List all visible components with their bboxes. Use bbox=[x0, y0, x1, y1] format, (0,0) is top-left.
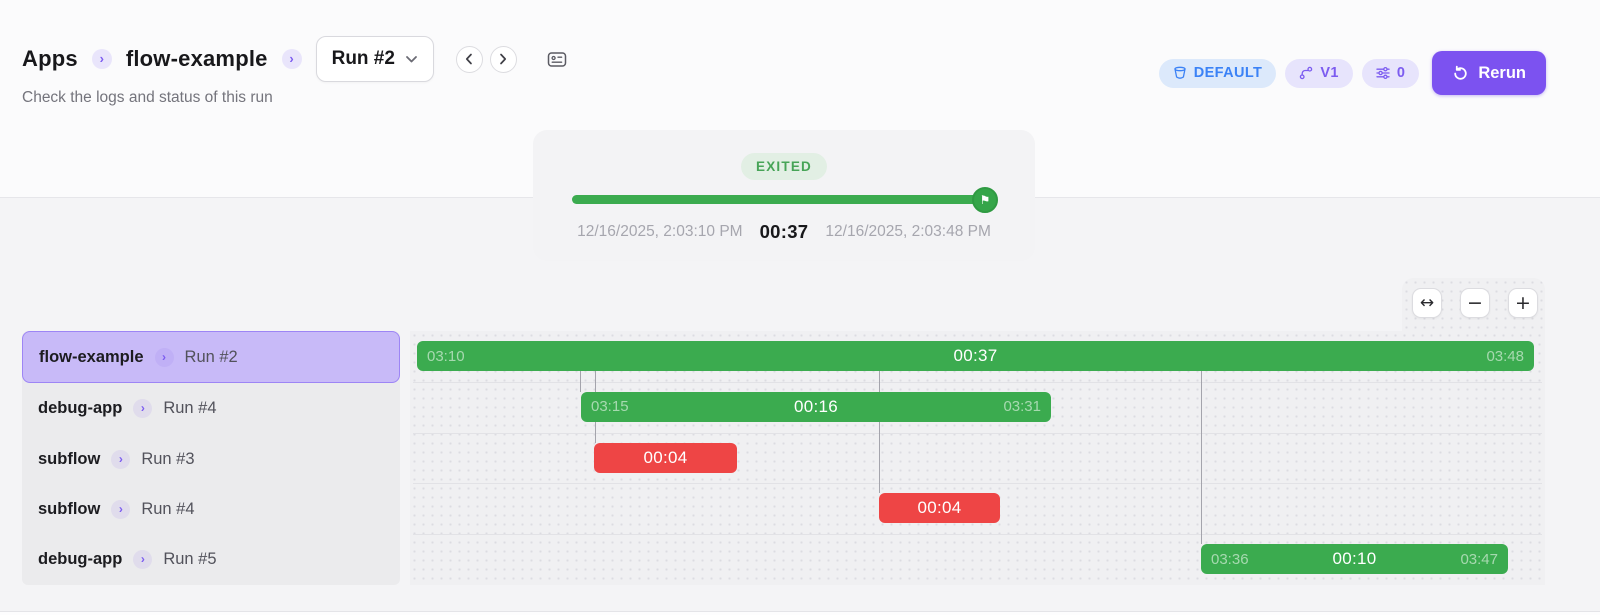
chevron-down-icon bbox=[405, 55, 418, 64]
run-number-label: Run #5 bbox=[163, 550, 217, 569]
run-number-label: Run #2 bbox=[184, 347, 238, 366]
run-times: 12/16/2025, 2:03:10 PM 00:37 12/16/2025,… bbox=[533, 221, 1035, 243]
run-number-label: Run #4 bbox=[141, 499, 195, 518]
timeline-fit-width-button[interactable]: ↔ bbox=[1412, 288, 1442, 318]
run-status-card: EXITED ⚑ 12/16/2025, 2:03:10 PM 00:37 12… bbox=[533, 130, 1035, 261]
timeline-bar[interactable]: 03:15 00:16 03:31 bbox=[581, 391, 1051, 422]
chevron-right-icon: › bbox=[281, 49, 302, 69]
page-subtitle: Check the logs and status of this run bbox=[22, 89, 273, 106]
timeline-zoom-out-button[interactable]: − bbox=[1460, 288, 1490, 318]
runs-list-item[interactable]: debug-app › Run #4 bbox=[22, 383, 400, 433]
rerun-button-label: Rerun bbox=[1478, 63, 1526, 82]
timeline-bar[interactable]: 03:10 00:37 03:48 bbox=[417, 341, 1534, 371]
timeline-row-separator bbox=[413, 381, 1542, 383]
chevron-right-icon: › bbox=[111, 449, 131, 469]
timeline-connector-line bbox=[879, 371, 880, 494]
runs-list-panel: flow-example › Run #2 debug-app › Run #4 subfl… bbox=[22, 331, 400, 585]
run-nav bbox=[455, 45, 517, 73]
runs-list-item[interactable]: subflow › Run #4 bbox=[22, 484, 400, 534]
runs-list-item[interactable]: debug-app › Run #5 bbox=[22, 535, 400, 585]
run-status-badge: EXITED bbox=[741, 153, 827, 180]
chevron-right-icon: › bbox=[91, 49, 112, 69]
chevron-right-icon: › bbox=[133, 399, 153, 419]
next-run-button[interactable] bbox=[489, 45, 517, 73]
bar-duration-label: 00:10 bbox=[1332, 549, 1377, 569]
sliders-icon bbox=[1376, 66, 1390, 80]
finish-flag-icon: ⚑ bbox=[972, 187, 998, 213]
version-badge[interactable]: V1 bbox=[1285, 58, 1353, 88]
run-number-label: Run #3 bbox=[141, 449, 195, 468]
run-app-name: subflow bbox=[38, 499, 101, 518]
timeline-bar[interactable]: 00:04 bbox=[594, 442, 737, 473]
bar-duration-label: 00:16 bbox=[793, 396, 839, 416]
runs-list-item[interactable]: flow-example › Run #2 bbox=[22, 331, 400, 384]
bar-end-label: 03:47 bbox=[1460, 550, 1498, 568]
default-badge-label: DEFAULT bbox=[1193, 65, 1263, 81]
inputs-count-badge[interactable]: 0 bbox=[1361, 58, 1420, 88]
timeline-zoom-in-button[interactable]: + bbox=[1508, 288, 1538, 318]
previous-run-button[interactable] bbox=[455, 45, 483, 73]
run-start-time: 12/16/2025, 2:03:10 PM bbox=[577, 223, 743, 240]
bar-end-label: 03:48 bbox=[1486, 347, 1524, 365]
bar-end-label: 03:31 bbox=[1003, 398, 1041, 416]
bucket-icon bbox=[1173, 66, 1187, 80]
run-progress-bar: ⚑ bbox=[572, 187, 998, 213]
timeline-connector-line bbox=[580, 371, 581, 392]
run-details-button[interactable] bbox=[547, 51, 567, 68]
run-duration: 00:37 bbox=[759, 221, 809, 242]
workspace-default-badge[interactable]: DEFAULT bbox=[1158, 58, 1277, 88]
progress-track bbox=[572, 195, 984, 204]
chevron-right-icon: › bbox=[154, 347, 174, 367]
bar-duration-label: 00:37 bbox=[953, 346, 998, 365]
id-card-icon bbox=[547, 51, 567, 68]
run-end-time: 12/16/2025, 2:03:48 PM bbox=[825, 223, 991, 240]
run-app-name: debug-app bbox=[38, 399, 123, 418]
chevron-right-icon: › bbox=[111, 499, 131, 519]
run-app-name: flow-example bbox=[39, 347, 144, 366]
timeline-row-separator bbox=[413, 483, 1542, 485]
timeline-chart: 03:10 00:37 03:48 03:15 00:16 03:31 00:04 00:04… bbox=[410, 331, 1545, 585]
timeline-connector-line bbox=[1201, 371, 1202, 545]
run-app-name: debug-app bbox=[38, 550, 123, 569]
git-version-icon bbox=[1299, 66, 1313, 80]
run-selector-label: Run #2 bbox=[331, 48, 395, 69]
refresh-icon bbox=[1452, 65, 1469, 82]
run-app-name: subflow bbox=[38, 449, 101, 468]
timeline-bar[interactable]: 00:04 bbox=[879, 493, 1000, 524]
breadcrumb-apps[interactable]: Apps bbox=[22, 46, 78, 71]
run-number-label: Run #4 bbox=[163, 399, 217, 418]
bar-duration-label: 00:04 bbox=[643, 447, 688, 467]
bar-start-label: 03:10 bbox=[427, 347, 465, 365]
bar-duration-label: 00:04 bbox=[917, 498, 962, 518]
header-actions: DEFAULT V1 bbox=[1158, 51, 1546, 95]
breadcrumb: Apps › flow-example › Run #2 bbox=[22, 36, 567, 82]
timeline-row-separator bbox=[413, 432, 1542, 434]
rerun-button[interactable]: Rerun bbox=[1432, 51, 1546, 95]
breadcrumb-flow-name[interactable]: flow-example bbox=[125, 46, 268, 71]
chevron-right-icon: › bbox=[133, 550, 153, 570]
bar-start-label: 03:36 bbox=[1211, 550, 1249, 568]
bottom-divider bbox=[0, 611, 1600, 615]
version-badge-label: V1 bbox=[1320, 65, 1339, 81]
timeline-bar[interactable]: 03:36 00:10 03:47 bbox=[1201, 544, 1508, 575]
bar-start-label: 03:15 bbox=[591, 398, 629, 416]
inputs-count-label: 0 bbox=[1396, 65, 1406, 81]
run-selector-dropdown[interactable]: Run #2 bbox=[315, 36, 434, 82]
runs-list-item[interactable]: subflow › Run #3 bbox=[22, 434, 400, 484]
timeline-row-separator bbox=[413, 534, 1542, 536]
